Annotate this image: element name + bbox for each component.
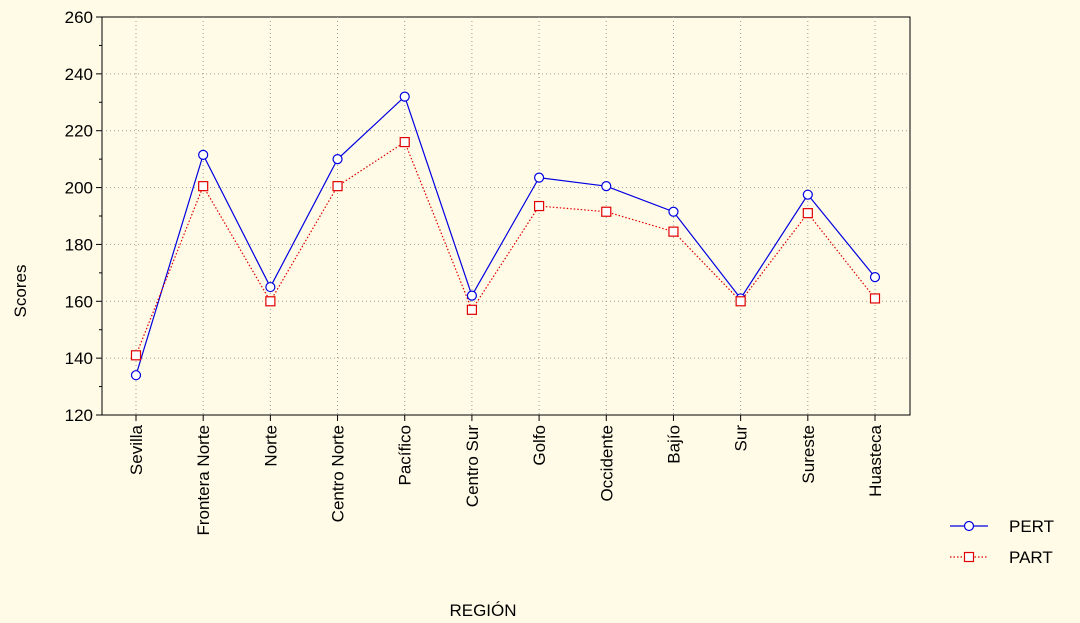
legend-label-part: PART	[1009, 548, 1053, 567]
x-tick-label: Bajío	[664, 425, 683, 464]
series-line-pert	[135, 95, 876, 376]
data-point-pert	[601, 181, 612, 192]
data-point-pert	[668, 206, 679, 217]
y-tick-label: 180	[65, 235, 93, 254]
y-tick-label: 260	[65, 8, 93, 27]
data-point-pert	[198, 149, 209, 160]
data-point-pert	[130, 370, 142, 381]
data-point-pert	[466, 290, 478, 301]
y-tick-label: 120	[65, 406, 93, 425]
legend: PERT PART	[950, 517, 1054, 567]
x-tick-label: Huasteca	[866, 424, 885, 496]
y-tick-label: 240	[65, 65, 93, 84]
x-tick-label: Sevilla	[127, 424, 146, 475]
data-point-pert	[533, 172, 545, 183]
data-point-part	[869, 293, 881, 304]
data-point-pert	[332, 154, 343, 165]
legend-marker-pert	[963, 520, 975, 532]
y-tick-label: 160	[65, 292, 93, 311]
y-tick-label: 200	[65, 179, 93, 198]
x-tick-label: Occidente	[597, 425, 616, 502]
data-point-part	[265, 296, 276, 307]
data-point-part	[399, 136, 410, 148]
series-layer	[130, 91, 881, 381]
y-tick-label: 140	[65, 349, 93, 368]
plot-area	[101, 16, 911, 416]
data-point-part	[735, 296, 746, 307]
data-point-pert	[869, 272, 881, 283]
data-point-part	[198, 181, 209, 192]
data-point-part	[601, 206, 612, 217]
y-tick-label: 220	[65, 122, 93, 141]
data-point-part	[802, 208, 813, 219]
x-axis-label: REGIÓN	[449, 601, 516, 620]
x-tick-label: Sureste	[799, 425, 818, 484]
x-tick-label: Norte	[261, 425, 280, 467]
x-tick-label: Centro Sur	[463, 425, 482, 508]
x-tick-label: Frontera Norte	[194, 425, 213, 536]
data-point-part	[466, 304, 478, 315]
x-axis-ticks: Sevilla Frontera Norte Norte Centro Norte Pa…	[127, 415, 885, 536]
data-point-pert	[265, 281, 276, 293]
data-point-part	[332, 181, 343, 192]
x-tick-label: Pacífico	[396, 425, 415, 485]
grid-lines	[102, 17, 910, 415]
y-axis-ticks: 120 140 160 180 200 220 240 260	[65, 8, 102, 425]
legend-marker-part	[963, 551, 975, 563]
x-tick-label: Golfo	[530, 425, 549, 466]
x-tick-label: Sur	[732, 425, 751, 452]
y-axis-label: Scores	[11, 265, 30, 318]
x-tick-label: Centro Norte	[329, 425, 348, 522]
data-point-part	[533, 200, 545, 212]
data-point-pert	[399, 91, 410, 102]
data-point-part	[668, 226, 679, 237]
legend-label-pert: PERT	[1009, 517, 1054, 536]
data-point-part	[130, 350, 142, 361]
series-line-part	[135, 141, 876, 356]
data-point-pert	[802, 189, 813, 200]
